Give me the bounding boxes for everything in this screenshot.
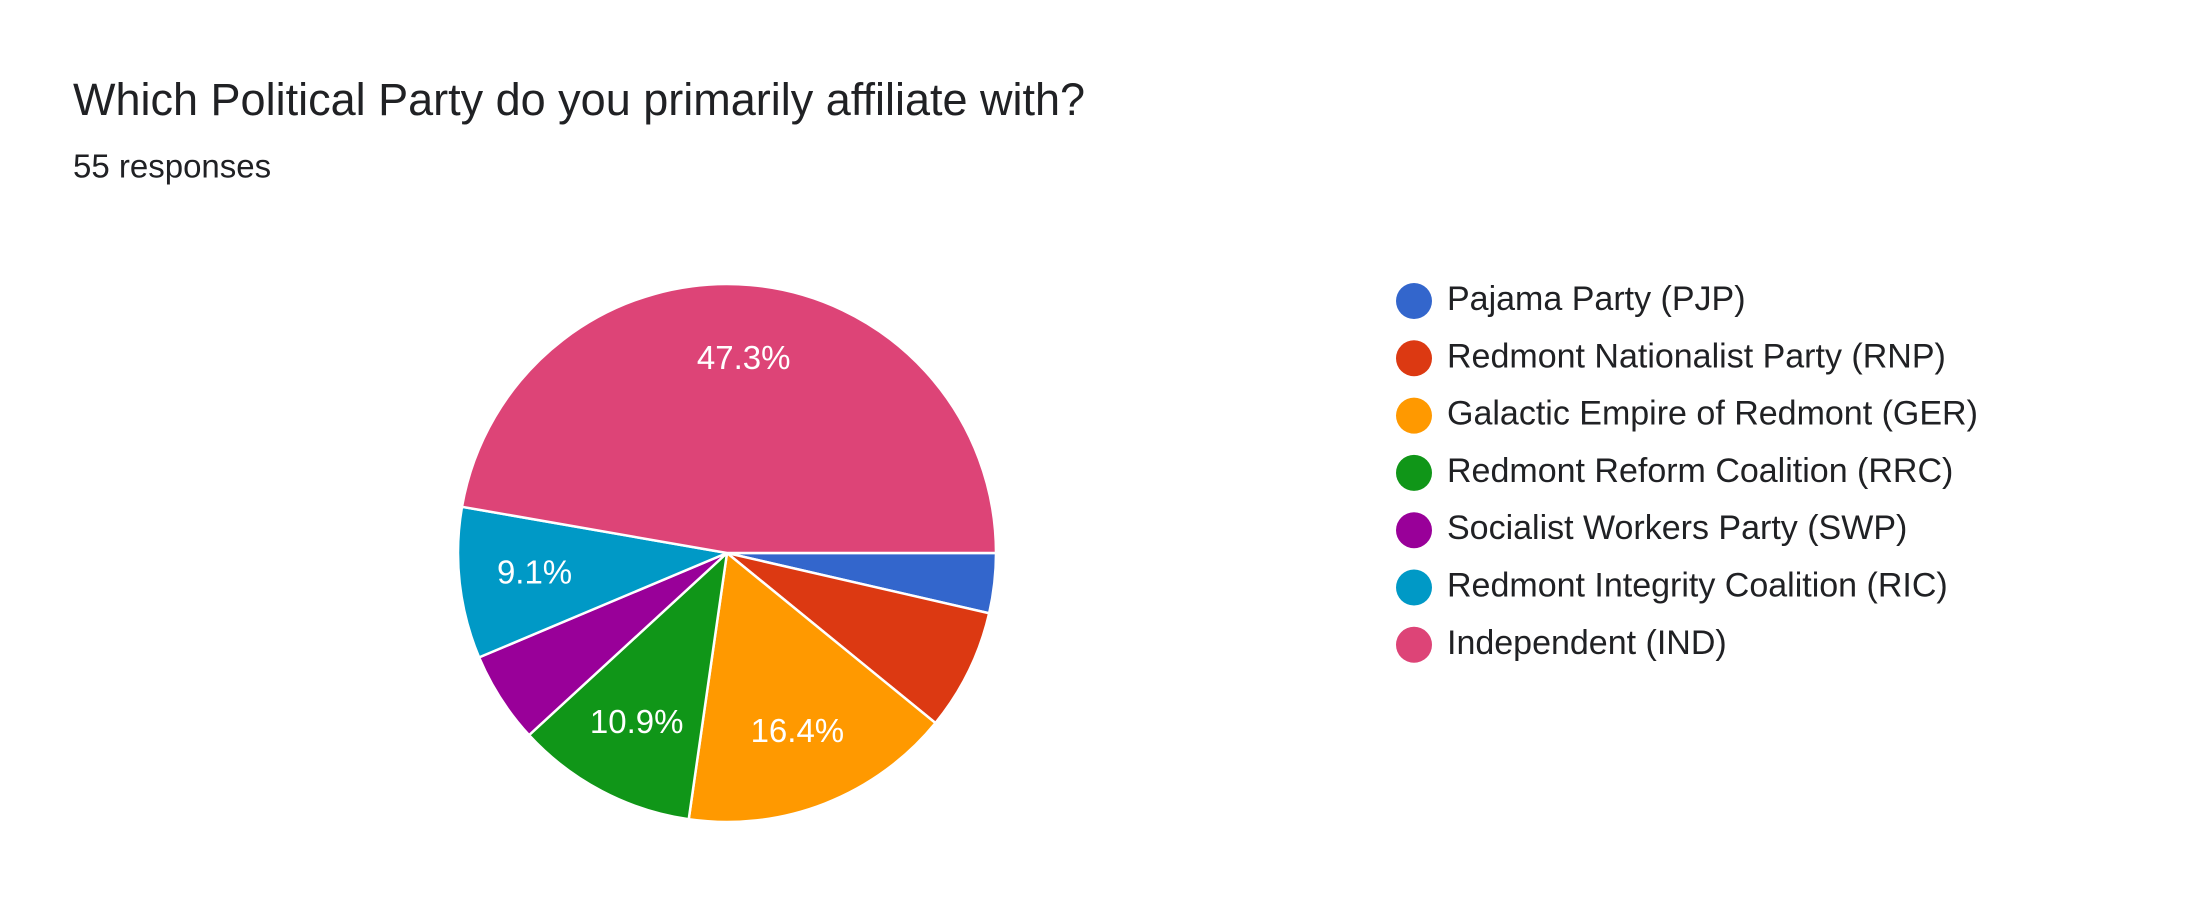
data-label: 9.1%	[497, 554, 572, 591]
pie-slice	[527, 549, 729, 821]
legend-swatch	[1396, 397, 1432, 434]
legend-label: Pajama Party (PJP)	[1447, 280, 1746, 318]
legend-swatch	[1396, 283, 1432, 319]
legend-label: Socialist Workers Party (SWP)	[1447, 509, 1907, 547]
legend-swatch	[1396, 626, 1432, 663]
chart-subtitle: 55 responses	[73, 148, 271, 185]
legend-label: Galactic Empire of Redmont (GER)	[1447, 395, 1978, 433]
data-label: 16.4%	[751, 712, 845, 749]
legend-label: Redmont Nationalist Party (RNP)	[1447, 337, 1946, 375]
chart-title: Which Political Party do you primarily a…	[73, 74, 1085, 125]
legend-label: Redmont Reform Coalition (RRC)	[1447, 452, 1953, 490]
legend-label: Redmont Integrity Coalition (RIC)	[1447, 566, 1948, 604]
pie-slice	[456, 505, 732, 660]
pie-slice	[687, 550, 938, 824]
legend-swatch	[1396, 512, 1432, 549]
legend-label: Independent (IND)	[1447, 624, 1727, 662]
data-label: 47.3%	[697, 339, 791, 376]
pie-slice	[460, 282, 998, 555]
legend-swatch	[1396, 454, 1432, 491]
legend-swatch	[1396, 569, 1432, 606]
data-label: 10.9%	[590, 703, 684, 740]
legend-swatch	[1396, 340, 1432, 377]
pie-slice	[726, 551, 991, 725]
